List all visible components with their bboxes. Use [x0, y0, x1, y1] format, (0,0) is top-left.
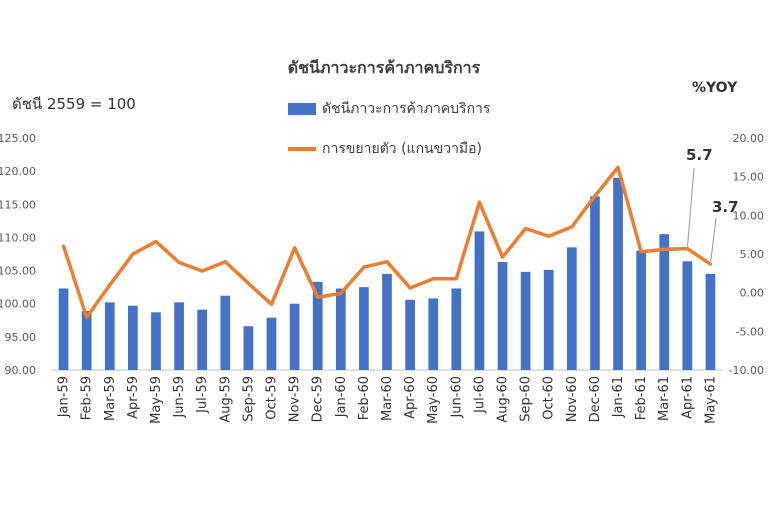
x-tick-label: Jun-60 [449, 376, 464, 419]
left-tick-label: 110.00 [0, 231, 36, 244]
legend-bar-swatch [288, 103, 316, 115]
bar-jul-60 [474, 231, 485, 370]
bar-mar-61 [659, 234, 670, 370]
left-axis-unit-label: ดัชนี 2559 = 100 [12, 95, 136, 113]
legend-bar-label: ดัชนีภาวะการค้าภาคบริการ [322, 101, 491, 117]
x-tick-label: Feb-60 [357, 376, 372, 420]
x-tick-label: May-59 [149, 376, 164, 424]
bar-jun-60 [451, 288, 462, 370]
left-tick-label: 95.00 [5, 331, 37, 344]
right-axis-unit-label: %YOY [692, 80, 738, 96]
legend-line-label: การขยายตัว (แกนขวามือ) [322, 141, 483, 157]
bar-jul-59 [197, 309, 208, 370]
x-tick-label: Jul-60 [472, 376, 487, 414]
bar-nov-60 [566, 247, 577, 370]
right-tick-label: 5.00 [740, 248, 765, 261]
x-tick-label: Oct-59 [264, 376, 279, 420]
x-tick-label: Dec-60 [588, 376, 603, 422]
x-tick-label: Aug-60 [496, 376, 511, 423]
x-tick-label: May-61 [703, 376, 718, 424]
bar-nov-59 [289, 303, 300, 370]
bar-apr-60 [405, 299, 415, 370]
bar-may-60 [428, 298, 439, 370]
yoy-growth-line [61, 165, 713, 320]
left-tick-label: 100.00 [0, 298, 36, 311]
bar-oct-60 [543, 269, 554, 370]
x-tick-label: Feb-61 [634, 376, 649, 420]
legend-line-swatch [288, 147, 316, 151]
left-tick-label: 120.00 [0, 165, 36, 178]
annotation-leader-line [686, 167, 695, 249]
x-tick-label: Jan-59 [57, 376, 72, 418]
left-tick-label: 115.00 [0, 198, 36, 211]
x-tick-label: May-60 [426, 376, 441, 424]
x-tick-label: Jan-60 [334, 376, 349, 418]
right-tick-label: -10.00 [729, 364, 764, 377]
x-tick-label: Mar-60 [380, 376, 395, 421]
x-tick-label: Mar-61 [657, 376, 672, 421]
bar-sep-59 [243, 326, 254, 370]
bar-aug-60 [497, 261, 508, 370]
bar-apr-61 [682, 261, 693, 370]
x-tick-label: Apr-59 [126, 376, 141, 419]
x-tick-label: Aug-59 [218, 376, 233, 423]
x-tick-label: Sep-59 [241, 376, 256, 422]
x-tick-label: Sep-60 [519, 376, 534, 422]
right-tick-label: 20.00 [733, 132, 765, 145]
x-tick-label: Apr-61 [680, 376, 695, 419]
bar-aug-59 [220, 295, 231, 370]
bar-may-59 [151, 312, 161, 370]
x-tick-label: Jun-59 [172, 376, 187, 419]
x-tick-label: Jul-59 [195, 376, 210, 414]
bar-feb-59 [81, 311, 92, 370]
bar-feb-60 [359, 287, 369, 370]
annotation-may-61: 3.7 [712, 198, 739, 216]
annotation-apr-61: 5.7 [686, 146, 713, 164]
right-tick-label: 15.00 [733, 171, 765, 184]
left-tick-label: 105.00 [0, 265, 36, 278]
bar-jan-60 [335, 288, 346, 370]
bar-oct-59 [266, 317, 277, 370]
annotation-leader-line [709, 217, 717, 265]
left-tick-label: 125.00 [0, 132, 36, 145]
x-tick-label: Apr-60 [403, 376, 418, 419]
bar-jan-59 [58, 288, 69, 370]
legend-entry-line: การขยายตัว (แกนขวามือ) [288, 138, 482, 160]
bar-jun-59 [174, 302, 184, 370]
bar-dec-60 [590, 196, 600, 370]
x-tick-label: Dec-59 [311, 376, 326, 422]
bar-jan-61 [613, 177, 623, 370]
bar-may-61 [705, 273, 716, 370]
bar-sep-60 [520, 271, 531, 370]
right-tick-label: -5.00 [736, 325, 764, 338]
x-tick-label: Nov-59 [288, 376, 303, 422]
chart-title: ดัชนีภาวะการค้าภาคบริการ [287, 58, 481, 77]
x-tick-label: Jan-61 [611, 376, 626, 418]
bar-mar-59 [104, 302, 115, 370]
bar-feb-61 [636, 250, 646, 370]
right-tick-label: 0.00 [740, 287, 765, 300]
right-tick-label: 10.00 [733, 209, 765, 222]
x-tick-label: Nov-60 [565, 376, 580, 422]
bar-mar-60 [382, 273, 392, 370]
bar-apr-59 [128, 305, 138, 370]
x-tick-label: Oct-60 [542, 376, 557, 420]
left-tick-label: 90.00 [5, 364, 37, 377]
x-tick-label: Mar-59 [103, 376, 118, 421]
bar-dec-59 [312, 281, 323, 370]
legend-entry-bar: ดัชนีภาวะการค้าภาคบริการ [288, 98, 490, 120]
x-tick-label: Feb-59 [80, 376, 95, 420]
